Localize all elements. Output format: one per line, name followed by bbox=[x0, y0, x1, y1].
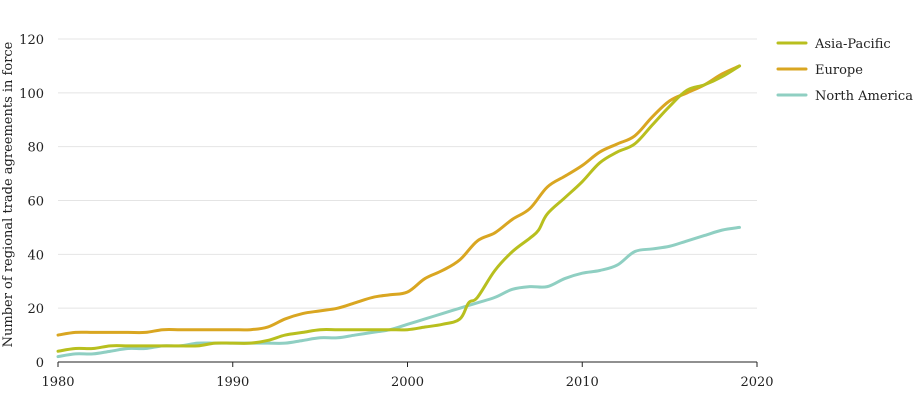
y-tick-label: 0 bbox=[36, 356, 44, 371]
y-tick-label: 100 bbox=[19, 87, 44, 102]
y-axis-ticks: 0 20 40 60 80 100 120 bbox=[19, 33, 44, 371]
x-tick-label: 1990 bbox=[216, 375, 249, 390]
legend-label-europe: Europe bbox=[815, 63, 863, 78]
y-tick-label: 60 bbox=[27, 195, 44, 210]
series-line-asia-pacific bbox=[56, 64, 742, 353]
x-tick-label: 2020 bbox=[740, 375, 773, 390]
y-tick-label: 80 bbox=[27, 141, 44, 156]
gridlines bbox=[58, 38, 757, 309]
x-axis-ticks: 1980 1990 2000 2010 2020 bbox=[41, 362, 774, 390]
legend-label-north-america: North America bbox=[815, 89, 913, 104]
y-axis-title: Number of regional trade agreements in f… bbox=[1, 41, 16, 347]
x-tick-label: 1980 bbox=[41, 375, 74, 390]
y-tick-label: 120 bbox=[19, 33, 44, 48]
x-tick-label: 2000 bbox=[391, 375, 424, 390]
y-tick-label: 20 bbox=[27, 302, 44, 317]
x-tick-label: 2010 bbox=[566, 375, 599, 390]
series-line-north-america bbox=[56, 225, 742, 359]
legend-label-asia-pacific: Asia-Pacific bbox=[814, 37, 891, 52]
y-tick-label: 40 bbox=[27, 248, 44, 263]
legend: Asia-Pacific Europe North America bbox=[776, 37, 913, 104]
series-line-europe bbox=[56, 64, 742, 337]
series-lines bbox=[56, 64, 742, 359]
